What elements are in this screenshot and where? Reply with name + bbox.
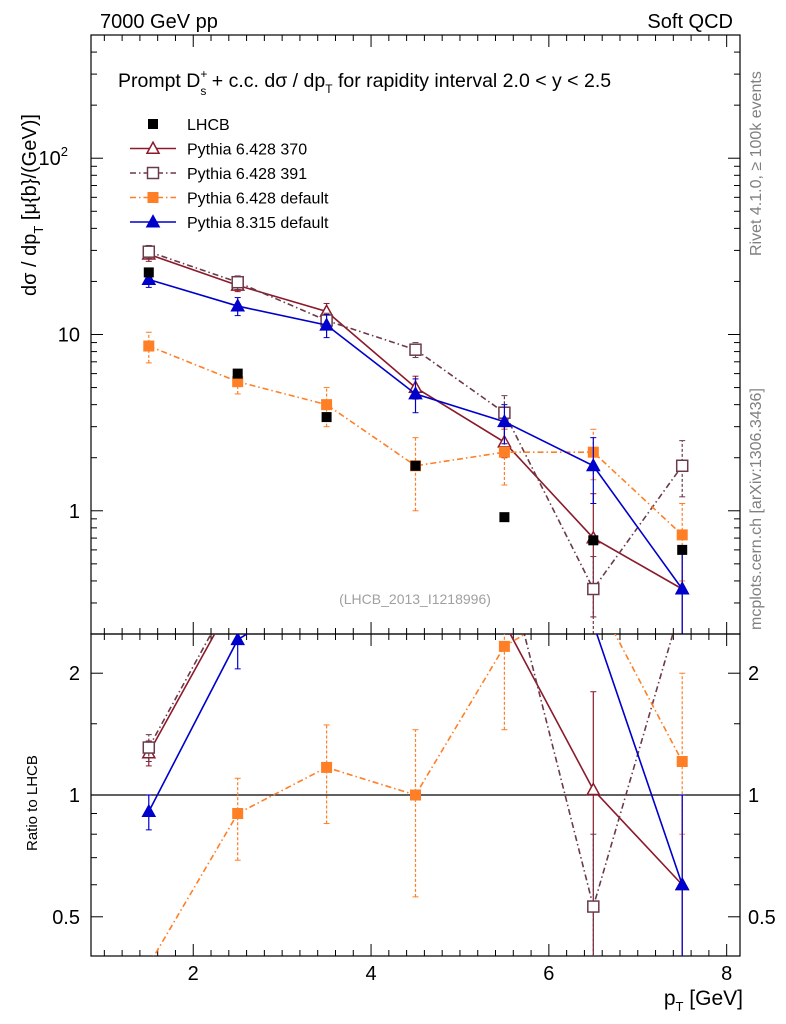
xlabel: pT [GeV] [664, 987, 743, 1014]
x-tick-label: 6 [543, 963, 554, 985]
legend-marker [145, 214, 161, 228]
ratio-series-pythia-6-428-391 [142, 634, 674, 956]
x-tick-label: 2 [188, 963, 199, 985]
data-point [321, 399, 333, 411]
legend-entry-lhcb: LHCB [148, 117, 230, 134]
data-point [319, 317, 334, 331]
legend-label: Pythia 6.428 391 [187, 166, 307, 183]
data-point [499, 512, 510, 523]
ratio-y-tick-label-right: 1 [748, 785, 759, 807]
title-prefix: Prompt D [118, 70, 200, 92]
data-point [142, 245, 156, 258]
legend-entry-pythia-6-428-370: Pythia 6.428 370 [130, 140, 307, 159]
ratio-point [674, 876, 690, 891]
title-sup: + [200, 67, 207, 81]
ratio-panel: 2 4 6 8 0.5 0.5 1 1 2 2 [52, 35, 776, 985]
legend-label: Pythia 6.428 default [187, 191, 329, 208]
legend-marker [147, 192, 159, 203]
data-point [410, 460, 421, 471]
ratio-point [587, 900, 600, 913]
ratio-point [585, 781, 601, 796]
data-point [587, 582, 600, 596]
series-pythia-6-428-370 [141, 246, 690, 634]
legend-label: Pythia 6.428 370 [187, 142, 307, 159]
ratio-series-pythia-8-315-default [141, 634, 690, 956]
legend: LHCB Pythia 6.428 370 Pythia 6.428 391 Pyth… [130, 117, 329, 232]
ratio-point [410, 789, 421, 801]
main-ylabel: dσ / dpT [μ{b}/(GeV)] [19, 114, 46, 296]
xlabel-b: [GeV] [683, 987, 743, 1010]
series-line-pythia-6-428-370 [148, 253, 683, 590]
ratio-series-pythia-6-428-default [153, 634, 688, 956]
series-lhcb [143, 267, 688, 555]
data-point [677, 544, 688, 555]
ratio-point [141, 803, 157, 818]
title-suffix: for rapidity interval 2.0 < y < 2.5 [333, 70, 612, 92]
data-point [675, 459, 689, 473]
data-point [231, 275, 244, 289]
legend-marker [148, 119, 158, 129]
y-tick-label: 102 [39, 144, 68, 170]
y-tick-exp: 2 [61, 144, 68, 159]
series-pythia-6-428-default [143, 331, 688, 582]
analysis-tag: (LHCB_2013_I1218996) [339, 591, 491, 607]
ratio-y-tick-label: 1 [69, 785, 80, 807]
ratio-point [498, 640, 510, 652]
ratio-point [232, 808, 244, 820]
legend-entry-pythia-8-315-default: Pythia 8.315 default [130, 214, 329, 232]
data-point [232, 376, 244, 388]
legend-entry-pythia-6-428-default: Pythia 6.428 default [130, 191, 329, 208]
title-sub: s [200, 84, 206, 98]
header-right: Soft QCD [647, 11, 733, 33]
ratio-y-tick-label-right: 2 [748, 663, 759, 685]
data-point [498, 446, 510, 458]
ratio-point [230, 634, 246, 646]
rivet-label: Rivet 4.1.0, ≥ 100k events [748, 71, 765, 256]
data-point [409, 343, 422, 356]
ratio-y-tick-label: 2 [69, 663, 80, 685]
header-left: 7000 GeV pp [100, 11, 218, 33]
legend-label: LHCB [187, 117, 230, 134]
main-ylabel-sub: T [31, 226, 46, 234]
legend-label: Pythia 8.315 default [187, 215, 329, 232]
data-point [143, 267, 154, 278]
ratio-y-tick-label: 0.5 [52, 907, 80, 929]
data-point [588, 535, 599, 546]
ratio-point [321, 761, 333, 773]
data-point [141, 271, 157, 285]
data-point [674, 581, 690, 595]
mcplots-label: mcplots.cern.ch [arXiv:1306.3436] [748, 388, 765, 630]
main-ylabel-b: [μ{b}/(GeV)] [19, 114, 41, 226]
ratio-ylabel: Ratio to LHCB [24, 755, 41, 851]
series-pythia-8-315-default [141, 271, 690, 634]
ratio-point [676, 756, 688, 768]
series-line-pythia-6-428-391 [148, 250, 683, 591]
data-point [230, 298, 246, 312]
data-point [232, 368, 243, 379]
main-ylabel-a: dσ / dp [19, 234, 41, 296]
ratio-point [142, 741, 156, 754]
legend-marker [145, 140, 161, 154]
title-mid: + c.c. dσ / dp [206, 70, 325, 92]
x-tick-label: 4 [365, 963, 376, 985]
data-point [143, 340, 155, 352]
ratio-y-tick-label-right: 0.5 [748, 907, 776, 929]
plot-title: Prompt D+ s + c.c. dσ / dpT for rapidity … [118, 67, 611, 98]
y-tick-label: 10 [58, 325, 80, 347]
data-point [321, 412, 332, 423]
title-mid-sub: T [325, 82, 333, 96]
legend-marker [146, 166, 160, 180]
xlabel-a: p [664, 987, 676, 1010]
data-point [408, 386, 423, 400]
legend-entry-pythia-6-428-391: Pythia 6.428 391 [130, 166, 307, 183]
data-point [676, 529, 688, 541]
data-point [585, 457, 601, 472]
y-tick-label: 1 [69, 501, 80, 523]
x-tick-label: 8 [721, 963, 732, 985]
xlabel-sub: T [676, 999, 684, 1014]
data-point [497, 413, 512, 428]
y-tick-base: 10 [39, 148, 61, 170]
